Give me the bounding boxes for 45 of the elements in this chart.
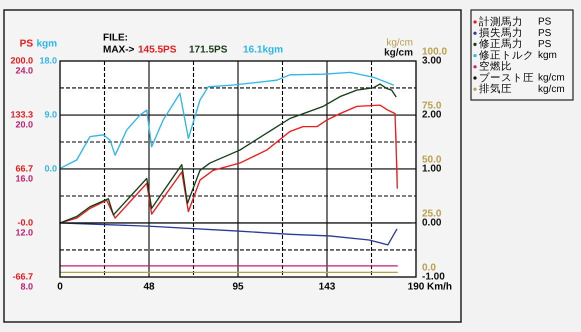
y-tick-label: 66.7 [15, 163, 33, 174]
y-tick-label: 200.0 [10, 55, 33, 66]
y2-tick-label: 9.0 [44, 109, 57, 120]
text: 損失馬力 PS [479, 26, 552, 39]
y-tick-label: 133.3 [10, 109, 33, 120]
legend-label: 空燃比 [479, 60, 512, 73]
x-tick-label: 48 [143, 282, 155, 293]
legend-label: ブースト圧 kg/cm [479, 70, 565, 84]
y3-tick-label: 3.00 [422, 56, 442, 67]
text: 100.0 [422, 46, 448, 58]
text: kg/cm [386, 38, 413, 49]
text: 8.0 [20, 281, 33, 292]
text: 20.0 [15, 119, 33, 130]
text: 75.0 [422, 100, 442, 112]
y3-tick-label: 2.00 [422, 110, 442, 121]
y3-tick-label: -1.00 [422, 272, 446, 283]
y3-tick-label: 0.00 [422, 218, 442, 229]
y-tick-label: -66.7 [12, 271, 33, 282]
text: 16.1kgm [243, 44, 284, 56]
y-axis-title: PS [20, 38, 34, 50]
text: 25.0 [422, 208, 442, 220]
text: 145.5PS [138, 44, 177, 56]
text: 修正馬力 PS [479, 38, 552, 50]
text: 24.0 [15, 65, 33, 76]
text: 171.5PS [189, 44, 228, 56]
text: FILE: [103, 32, 128, 44]
text: MAX-> [103, 44, 135, 56]
x-tick-label: 190 [408, 282, 425, 293]
x-tick-label: 143 [318, 282, 336, 293]
text: 計測馬力 PS [479, 16, 552, 28]
text: 16.0 [15, 173, 33, 184]
y3-axis-title: kg/cm [384, 48, 414, 59]
y-tick-label: -0.0 [17, 217, 33, 228]
text: 0.0 [422, 262, 436, 274]
text: 12.0 [15, 227, 33, 238]
y3-tick-label: 1.00 [422, 164, 442, 175]
x-tick-label: 95 [232, 282, 244, 293]
x-axis-title: Km/h [427, 282, 452, 293]
y2-tick-label: 0.0 [44, 163, 57, 174]
x-tick-label: 0 [57, 282, 64, 293]
text: 排気圧 kg/cm [479, 82, 565, 95]
y2-tick-label: 18.0 [39, 55, 57, 66]
y2-axis-title: kgm [36, 38, 58, 50]
legend-label: 修正トルク kgm [479, 49, 557, 62]
text: 50.0 [422, 154, 442, 166]
